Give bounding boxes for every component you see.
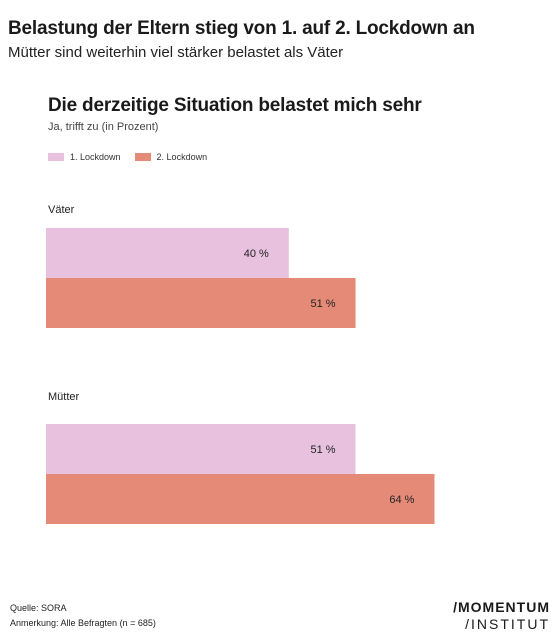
legend-swatch-lockdown-1 <box>48 153 64 161</box>
logo-line-2: /INSTITUT <box>465 616 550 632</box>
data-label-vater-lockdown-1: 40 % <box>244 248 269 260</box>
chart-subtitle: Ja, trifft zu (in Prozent) <box>48 121 159 133</box>
chart-title: Die derzeitige Situation belastet mich s… <box>48 95 422 116</box>
logo-line-1: /MOMENTUM <box>453 599 550 615</box>
bar-vater-lockdown-1 <box>46 228 289 278</box>
legend: 1. Lockdown 2. Lockdown <box>48 152 221 162</box>
bar-mutter-lockdown-1 <box>46 424 356 474</box>
bar-mutter-lockdown-2 <box>46 474 435 524</box>
data-label-vater-lockdown-2: 51 % <box>310 298 335 310</box>
category-label-mutter: Mütter <box>48 391 80 403</box>
footer: Quelle: SORA Anmerkung: Alle Befragten (… <box>10 601 156 631</box>
legend-item-lockdown-2: 2. Lockdown <box>134 152 208 162</box>
headline: Belastung der Eltern stieg von 1. auf 2.… <box>8 18 475 39</box>
bar-vater-lockdown-2 <box>46 278 356 328</box>
legend-label-lockdown-1: 1. Lockdown <box>70 152 121 162</box>
legend-swatch-lockdown-2 <box>134 153 151 161</box>
legend-label-lockdown-2: 2. Lockdown <box>156 152 208 162</box>
momentum-logo: /MOMENTUM /INSTITUT <box>453 599 550 633</box>
source-note: Quelle: SORA <box>10 603 67 613</box>
data-label-mutter-lockdown-1: 51 % <box>310 444 335 456</box>
subheadline: Mütter sind weiterhin viel stärker belas… <box>8 44 344 61</box>
annotation-note: Anmerkung: Alle Befragten (n = 685) <box>10 618 156 628</box>
data-label-mutter-lockdown-2: 64 % <box>389 494 414 506</box>
legend-item-lockdown-1: 1. Lockdown <box>48 152 121 162</box>
category-label-vater: Väter <box>48 204 75 216</box>
